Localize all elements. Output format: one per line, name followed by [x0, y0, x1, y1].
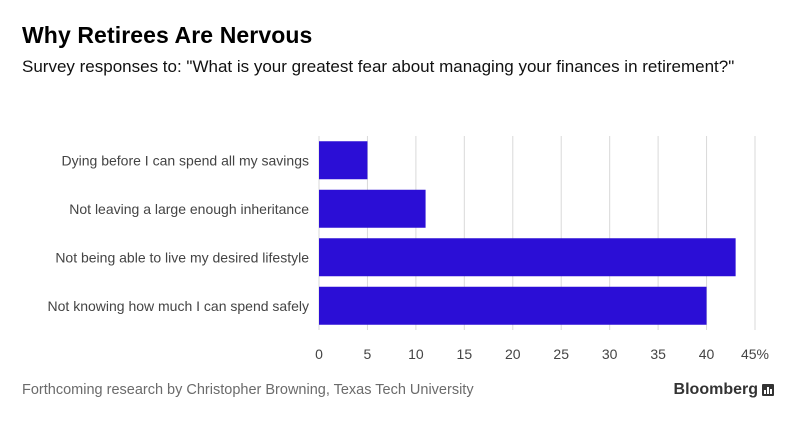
- x-tick-label: 10: [408, 346, 424, 362]
- bar: [319, 286, 707, 325]
- source-note: Forthcoming research by Christopher Brow…: [22, 382, 474, 398]
- x-tick-label: 45%: [741, 346, 769, 362]
- category-label: Not being able to live my desired lifest…: [55, 249, 309, 265]
- x-tick-label: 40: [699, 346, 715, 362]
- x-tick-label: 25: [553, 346, 569, 362]
- chart-title: Why Retirees Are Nervous: [22, 22, 313, 48]
- category-label: Not leaving a large enough inheritance: [69, 201, 309, 217]
- bar-chart-icon: [762, 384, 774, 396]
- x-tick-label: 30: [602, 346, 618, 362]
- category-label: Not knowing how much I can spend safely: [48, 298, 309, 314]
- brand-name: Bloomberg: [673, 381, 758, 398]
- brand-logo: Bloomberg: [674, 381, 774, 399]
- x-tick-label: 15: [457, 346, 473, 362]
- bar: [319, 238, 736, 277]
- x-tick-label: 5: [364, 346, 372, 362]
- category-label: Dying before I can spend all my savings: [62, 152, 309, 168]
- bar: [319, 189, 426, 228]
- bar: [319, 141, 368, 180]
- x-tick-label: 0: [315, 346, 323, 362]
- chart-subtitle: Survey responses to: "What is your great…: [22, 57, 735, 76]
- x-tick-label: 35: [650, 346, 666, 362]
- x-tick-label: 20: [505, 346, 521, 362]
